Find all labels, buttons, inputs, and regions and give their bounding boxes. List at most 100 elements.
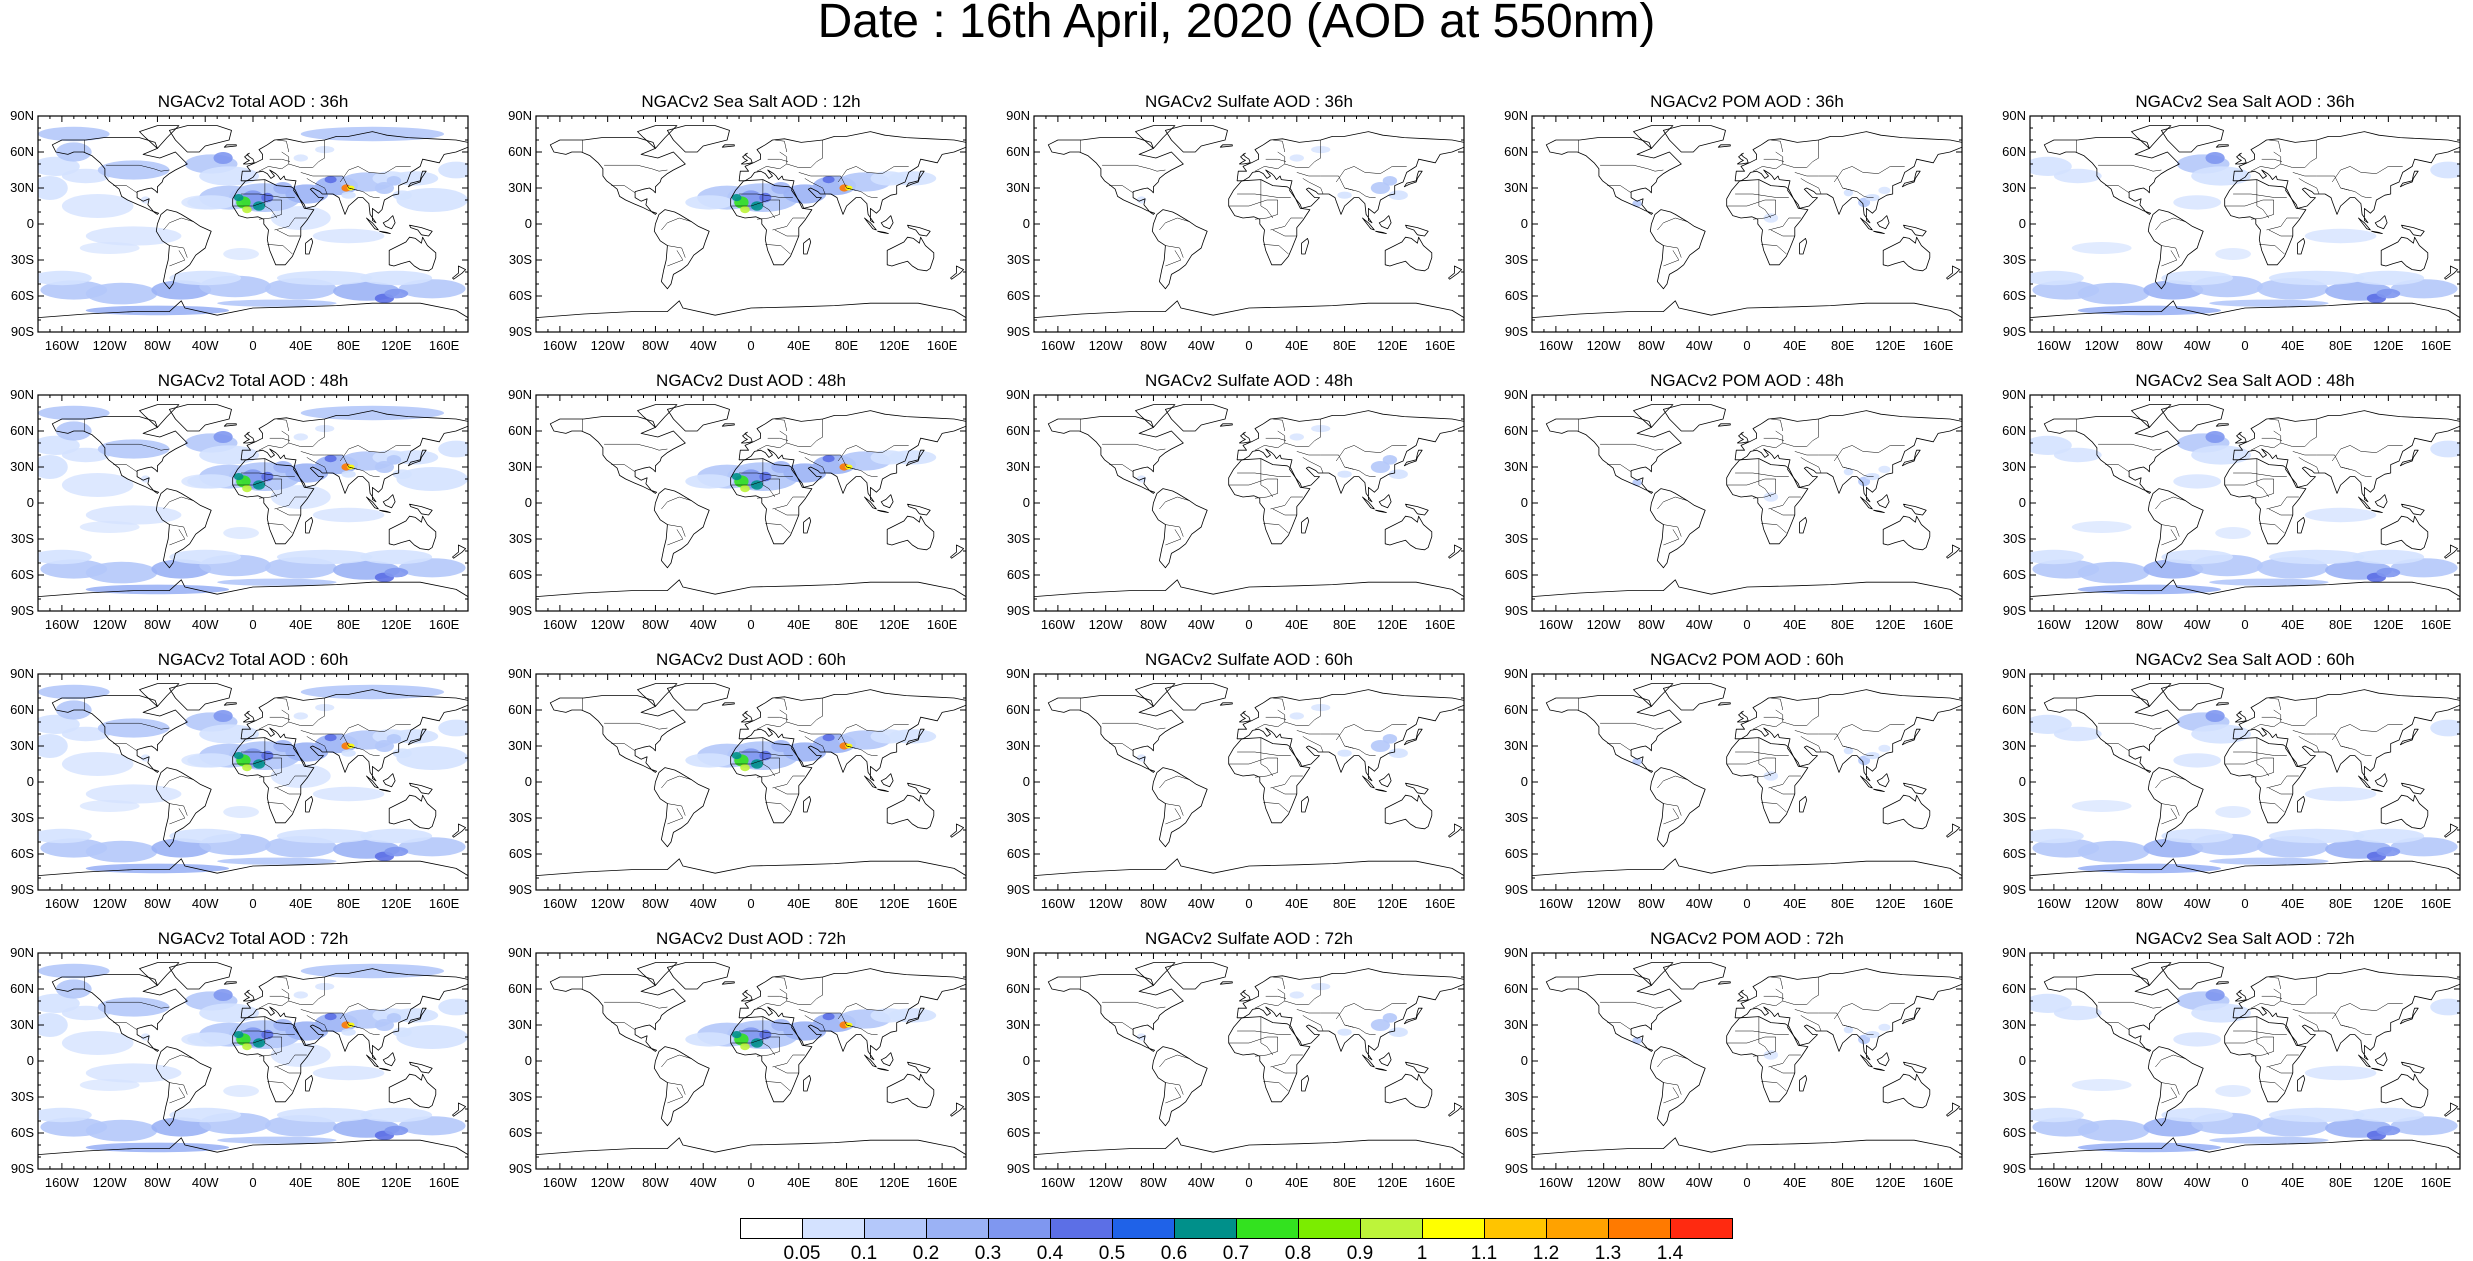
coastline	[1663, 404, 1726, 432]
country-border	[774, 229, 799, 237]
aerosol-field	[396, 1025, 468, 1049]
lon-label: 80E	[2329, 617, 2352, 632]
lon-label: 0	[747, 338, 754, 353]
coastline	[741, 710, 753, 723]
country-border	[1159, 775, 1190, 789]
lon-label: 80W	[2136, 896, 2163, 911]
country-border	[1775, 430, 1795, 447]
map-svg: 90N 60N 30N 0 30S 60S 90S 160W 120W 80W 40W 0 40E 80E…	[1006, 666, 1465, 911]
coastline	[2043, 416, 2180, 494]
lat-label: 90N	[2002, 108, 2026, 123]
country-border	[2098, 1001, 2162, 1009]
country-border	[2268, 787, 2293, 795]
country-border	[2331, 724, 2403, 741]
country-border	[269, 158, 291, 162]
coastline	[1448, 1102, 1462, 1117]
country-border	[2273, 151, 2293, 168]
coastline	[388, 515, 437, 551]
aerosol-field	[223, 1085, 259, 1097]
coastline	[1239, 431, 1251, 444]
aerosol-field	[1289, 991, 1304, 999]
coastline	[169, 125, 232, 153]
country-border	[730, 757, 780, 778]
country-border	[1800, 457, 1822, 474]
coastline	[2444, 823, 2458, 838]
coastline	[305, 1075, 314, 1092]
country-border	[267, 244, 293, 255]
coastline	[1717, 981, 1731, 985]
lat-label: 60S	[11, 1125, 34, 1140]
aerosol-field	[888, 729, 937, 744]
country-border	[1302, 1015, 1324, 1032]
coastline	[1378, 494, 1392, 509]
country-border	[113, 1022, 138, 1031]
country-border	[774, 139, 788, 153]
coastline	[1034, 858, 1464, 890]
coastline	[1034, 1137, 1464, 1169]
map-panel: NGACv2 Sea Salt AOD : 36h 90N 60N 30N 0 30S 60…	[1992, 92, 2473, 362]
country-border	[2268, 508, 2293, 516]
country-border	[1663, 245, 1682, 258]
coastline	[1362, 217, 1375, 231]
coastline	[907, 224, 931, 237]
aerosol-field	[324, 176, 337, 184]
country-border	[1263, 244, 1289, 255]
country-border	[739, 472, 793, 477]
coastline	[2232, 689, 2460, 782]
country-border	[604, 164, 668, 172]
coastline	[2030, 858, 2460, 890]
map-background	[536, 116, 966, 332]
lat-label: 90N	[1504, 666, 1528, 681]
aerosol-field	[61, 168, 110, 184]
lon-label: 0	[747, 896, 754, 911]
country-border	[1335, 724, 1407, 741]
panel-title: NGACv2 Total AOD : 36h	[157, 92, 349, 111]
coastline	[1734, 968, 1962, 1061]
country-border	[276, 139, 290, 153]
aerosol-field	[685, 1032, 734, 1047]
lat-label: 90S	[1007, 324, 1030, 339]
colorbar-label: 1	[1417, 1243, 1428, 1261]
lon-label: 120W	[1089, 617, 1124, 632]
country-border	[1335, 445, 1407, 462]
country-border	[1109, 464, 1134, 473]
coastline	[240, 131, 468, 224]
lon-label: 40W	[1686, 1175, 1713, 1190]
aerosol-field	[324, 455, 337, 463]
country-border	[798, 698, 823, 726]
country-border	[2161, 803, 2180, 816]
country-border	[169, 1087, 186, 1104]
coastline	[1649, 488, 1706, 569]
lat-label: 0	[2019, 1053, 2026, 1068]
aerosol-field	[740, 764, 750, 772]
aerosol-field	[253, 1038, 265, 1048]
country-border	[767, 158, 789, 162]
aerosol-field	[38, 734, 68, 758]
coastline	[1946, 1102, 1960, 1117]
country-border	[765, 802, 791, 813]
aerosol-field	[253, 201, 265, 211]
country-border	[1663, 808, 1680, 825]
coastline	[886, 1073, 935, 1109]
lat-label: 60N	[1504, 702, 1528, 717]
country-border	[1109, 743, 1134, 752]
country-border	[306, 178, 328, 195]
coastline	[379, 230, 391, 234]
country-border	[2292, 140, 2317, 168]
aerosol-field	[2071, 521, 2132, 533]
country-border	[2331, 166, 2403, 183]
country-border	[1657, 775, 1688, 789]
country-border	[274, 496, 307, 510]
coastline	[1384, 1073, 1433, 1109]
aerosol-field	[85, 1063, 182, 1083]
lon-label: 160W	[1041, 896, 1076, 911]
coastline	[38, 858, 468, 890]
coastline	[2224, 179, 2307, 266]
aerosol-field	[888, 171, 937, 186]
lon-label: 80E	[337, 617, 360, 632]
lon-label: 40W	[1188, 617, 1215, 632]
panel-title: NGACv2 Sulfate AOD : 36h	[1145, 92, 1353, 111]
map-svg: 90N 60N 30N 0 30S 60S 90S 160W 120W 80W 40W 0 40E 80E…	[10, 666, 469, 911]
coastline	[409, 503, 433, 516]
lat-label: 60S	[1007, 1125, 1030, 1140]
